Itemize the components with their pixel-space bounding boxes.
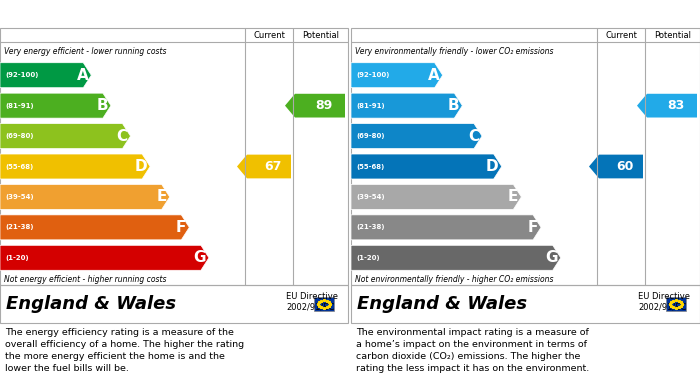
Polygon shape bbox=[351, 93, 462, 118]
Text: Current: Current bbox=[605, 30, 637, 39]
Text: 83: 83 bbox=[667, 99, 685, 112]
Polygon shape bbox=[0, 124, 130, 149]
Text: (1-20): (1-20) bbox=[356, 255, 379, 261]
Text: (92-100): (92-100) bbox=[5, 72, 38, 78]
Text: EU Directive
2002/91/EC: EU Directive 2002/91/EC bbox=[638, 292, 690, 312]
Text: Not environmentally friendly - higher CO₂ emissions: Not environmentally friendly - higher CO… bbox=[355, 274, 554, 283]
FancyBboxPatch shape bbox=[666, 297, 686, 311]
Text: (81-91): (81-91) bbox=[356, 103, 384, 109]
Text: 89: 89 bbox=[316, 99, 332, 112]
Text: B: B bbox=[97, 98, 108, 113]
Polygon shape bbox=[351, 215, 541, 240]
Polygon shape bbox=[237, 154, 291, 178]
Text: Potential: Potential bbox=[302, 30, 339, 39]
Text: EU Directive
2002/91/EC: EU Directive 2002/91/EC bbox=[286, 292, 338, 312]
Polygon shape bbox=[0, 245, 209, 270]
Polygon shape bbox=[0, 215, 189, 240]
Text: Potential: Potential bbox=[654, 30, 691, 39]
Text: (39-54): (39-54) bbox=[5, 194, 34, 200]
Polygon shape bbox=[0, 93, 111, 118]
Polygon shape bbox=[285, 94, 345, 118]
Text: B: B bbox=[448, 98, 459, 113]
Polygon shape bbox=[351, 245, 561, 270]
Text: The environmental impact rating is a measure of
a home’s impact on the environme: The environmental impact rating is a mea… bbox=[356, 328, 589, 373]
Text: (21-38): (21-38) bbox=[5, 224, 34, 230]
Text: G: G bbox=[545, 250, 558, 265]
Text: (55-68): (55-68) bbox=[356, 163, 384, 170]
Text: (55-68): (55-68) bbox=[5, 163, 34, 170]
Text: D: D bbox=[134, 159, 147, 174]
Polygon shape bbox=[351, 124, 482, 149]
Text: (69-80): (69-80) bbox=[356, 133, 384, 139]
Polygon shape bbox=[0, 154, 150, 179]
Text: F: F bbox=[528, 220, 538, 235]
Text: (92-100): (92-100) bbox=[356, 72, 389, 78]
Text: England & Wales: England & Wales bbox=[357, 295, 527, 313]
Text: 60: 60 bbox=[616, 160, 634, 173]
Text: Very energy efficient - lower running costs: Very energy efficient - lower running co… bbox=[4, 47, 167, 56]
Polygon shape bbox=[589, 154, 643, 178]
Text: E: E bbox=[508, 189, 519, 204]
Text: 67: 67 bbox=[265, 160, 281, 173]
Text: F: F bbox=[176, 220, 186, 235]
Text: (21-38): (21-38) bbox=[356, 224, 384, 230]
Text: D: D bbox=[486, 159, 498, 174]
Text: England & Wales: England & Wales bbox=[6, 295, 176, 313]
Polygon shape bbox=[351, 63, 442, 88]
Polygon shape bbox=[0, 185, 169, 210]
Text: E: E bbox=[156, 189, 167, 204]
Text: G: G bbox=[193, 250, 206, 265]
Text: A: A bbox=[76, 68, 88, 83]
Text: Very environmentally friendly - lower CO₂ emissions: Very environmentally friendly - lower CO… bbox=[355, 47, 554, 56]
Polygon shape bbox=[351, 154, 502, 179]
Text: Current: Current bbox=[253, 30, 285, 39]
Text: The energy efficiency rating is a measure of the
overall efficiency of a home. T: The energy efficiency rating is a measur… bbox=[5, 328, 244, 373]
Polygon shape bbox=[351, 185, 522, 210]
Text: Not energy efficient - higher running costs: Not energy efficient - higher running co… bbox=[4, 274, 167, 283]
Text: A: A bbox=[428, 68, 440, 83]
Text: Energy Efficiency Rating: Energy Efficiency Rating bbox=[5, 7, 188, 20]
Text: C: C bbox=[116, 129, 127, 143]
Text: (39-54): (39-54) bbox=[356, 194, 384, 200]
Text: (1-20): (1-20) bbox=[5, 255, 29, 261]
Text: (69-80): (69-80) bbox=[5, 133, 34, 139]
Text: C: C bbox=[468, 129, 479, 143]
Polygon shape bbox=[0, 63, 91, 88]
Polygon shape bbox=[637, 94, 697, 118]
Text: Environmental Impact (CO₂) Rating: Environmental Impact (CO₂) Rating bbox=[356, 7, 618, 20]
FancyBboxPatch shape bbox=[314, 297, 334, 311]
Text: (81-91): (81-91) bbox=[5, 103, 34, 109]
